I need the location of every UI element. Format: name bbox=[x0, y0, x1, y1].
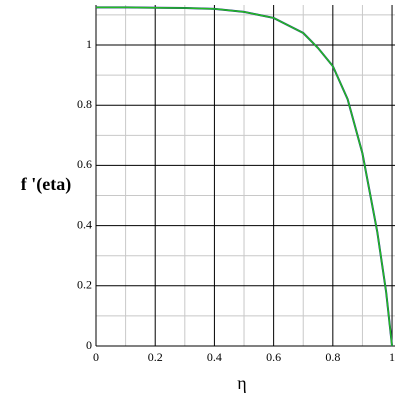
y-tick-label: 1 bbox=[86, 37, 92, 51]
y-tick-label: 0 bbox=[86, 338, 92, 352]
x-axis-label: η bbox=[237, 373, 246, 393]
y-tick-label: 0.6 bbox=[77, 157, 92, 171]
x-tick-label: 0.2 bbox=[148, 350, 163, 364]
y-tick-label: 0.2 bbox=[77, 278, 92, 292]
curve bbox=[96, 6, 393, 347]
x-tick-label: 0 bbox=[93, 350, 99, 364]
y-tick-label: 0.4 bbox=[77, 217, 92, 231]
x-tick-label: 0.6 bbox=[266, 350, 281, 364]
x-tick-label: 0.8 bbox=[325, 350, 340, 364]
x-tick-label: 1 bbox=[389, 350, 395, 364]
y-tick-label: 0.8 bbox=[77, 97, 92, 111]
x-tick-label: 0.4 bbox=[207, 350, 222, 364]
y-axis-label: f '(eta) bbox=[21, 174, 71, 195]
